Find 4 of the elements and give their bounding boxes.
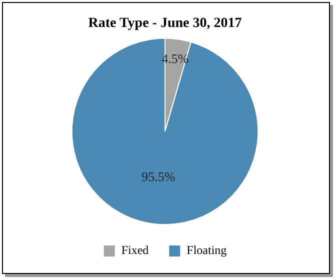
- chart-title: Rate Type - June 30, 2017: [88, 16, 242, 32]
- legend-label: Fixed: [121, 243, 149, 258]
- legend-label: Floating: [186, 243, 227, 258]
- data-label: 95.5%: [142, 168, 176, 184]
